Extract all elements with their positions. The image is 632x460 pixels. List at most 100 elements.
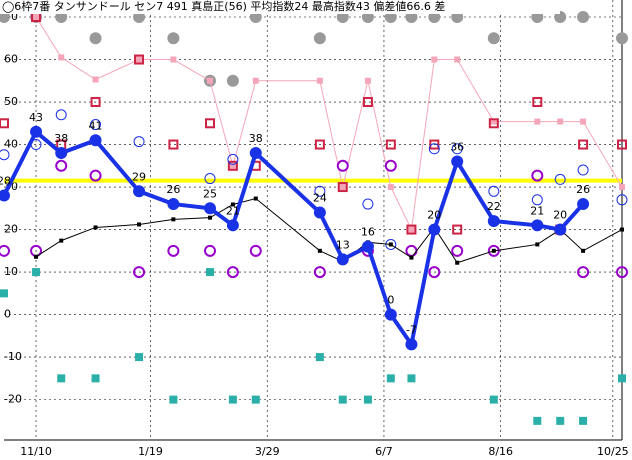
- marker: [384, 159, 397, 172]
- marker: [314, 185, 326, 197]
- marker: [133, 136, 145, 148]
- x-tick-label: 6/7: [375, 445, 393, 458]
- marker: [428, 143, 440, 155]
- x-tick-label: 3/29: [255, 445, 280, 458]
- marker: [578, 139, 589, 150]
- marker: [388, 242, 393, 247]
- marker: [488, 185, 500, 197]
- marker: [407, 374, 416, 383]
- marker: [384, 11, 397, 24]
- marker: [207, 77, 213, 84]
- marker: [170, 56, 177, 63]
- marker: [616, 266, 628, 279]
- marker: [168, 139, 179, 150]
- marker: [89, 32, 102, 45]
- marker: [431, 56, 438, 63]
- marker: [557, 118, 564, 125]
- series-line: [35, 16, 623, 232]
- marker: [90, 119, 102, 131]
- data-label: 13: [336, 238, 350, 251]
- marker: [556, 416, 565, 425]
- marker: [313, 206, 326, 219]
- marker: [249, 11, 262, 24]
- marker: [55, 147, 68, 160]
- marker: [489, 395, 498, 404]
- marker: [134, 54, 145, 65]
- y-tick-label: 0: [4, 308, 11, 321]
- marker: [0, 289, 8, 298]
- data-label: 21: [530, 204, 544, 217]
- marker: [487, 32, 500, 45]
- marker: [339, 184, 346, 191]
- marker: [253, 196, 258, 201]
- marker: [167, 198, 180, 211]
- marker: [313, 266, 326, 279]
- marker: [230, 202, 235, 207]
- marker: [428, 223, 441, 236]
- x-tick-label: 11/10: [20, 445, 52, 458]
- marker: [405, 338, 418, 351]
- marker: [386, 374, 395, 383]
- marker: [171, 217, 176, 222]
- marker: [0, 189, 10, 202]
- data-label: 41: [89, 119, 103, 132]
- marker: [226, 219, 239, 232]
- marker: [135, 353, 144, 362]
- marker: [385, 139, 396, 150]
- marker: [451, 143, 463, 155]
- marker: [0, 118, 9, 129]
- data-label: 24: [313, 192, 327, 205]
- marker: [554, 11, 567, 24]
- marker: [133, 185, 146, 198]
- marker: [55, 109, 67, 121]
- marker: [89, 134, 102, 147]
- marker: [428, 11, 441, 24]
- marker: [554, 223, 567, 236]
- data-label: 26: [166, 183, 180, 196]
- marker: [409, 255, 414, 260]
- marker: [454, 56, 461, 63]
- marker: [227, 153, 239, 165]
- y-tick-label: 10: [4, 265, 18, 278]
- marker: [57, 374, 66, 383]
- y-tick-label: 50: [4, 95, 18, 108]
- marker: [363, 395, 372, 404]
- marker: [251, 395, 260, 404]
- marker: [0, 244, 10, 257]
- marker: [581, 248, 586, 253]
- marker: [252, 77, 259, 84]
- marker: [487, 215, 500, 228]
- marker: [92, 76, 99, 83]
- data-label: 21: [226, 204, 240, 217]
- y-tick-label: 40: [4, 138, 18, 151]
- marker: [55, 159, 68, 172]
- marker: [336, 11, 349, 24]
- marker: [167, 244, 180, 257]
- marker: [616, 194, 628, 206]
- marker: [137, 222, 142, 227]
- x-tick-label: 10/25: [597, 445, 629, 458]
- marker: [406, 224, 417, 235]
- marker: [93, 225, 98, 230]
- marker: [577, 198, 590, 211]
- marker: [59, 238, 64, 243]
- marker: [617, 139, 627, 150]
- marker: [167, 32, 180, 45]
- marker: [531, 219, 544, 232]
- data-label: 16: [361, 226, 375, 239]
- marker: [532, 97, 543, 108]
- marker: [451, 155, 464, 168]
- y-tick-label: 20: [4, 223, 18, 236]
- data-label: 43: [29, 111, 43, 124]
- marker: [315, 353, 324, 362]
- marker: [32, 268, 41, 277]
- marker: [531, 11, 544, 24]
- marker: [488, 118, 499, 129]
- marker: [34, 254, 39, 259]
- marker: [227, 160, 238, 171]
- marker: [206, 268, 214, 277]
- y-tick-label: 60: [4, 53, 18, 66]
- marker: [136, 56, 143, 63]
- marker: [579, 416, 588, 425]
